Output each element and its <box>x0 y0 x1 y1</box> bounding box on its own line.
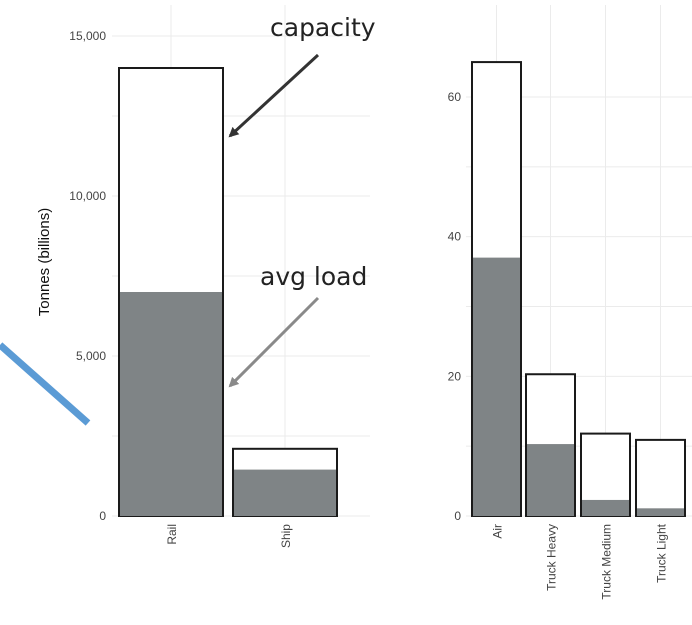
x-tick-label-rail: Rail <box>165 524 179 545</box>
left-y-tick-label: 5,000 <box>76 349 106 363</box>
left-y-tick-label: 15,000 <box>69 29 106 43</box>
right-y-tick-label: 60 <box>448 90 462 104</box>
right-y-tick-label: 0 <box>454 509 461 523</box>
avg-load-bar-truck-heavy <box>527 444 574 516</box>
accent-line <box>0 342 91 426</box>
x-tick-label-truck-light: Truck Light <box>655 523 669 583</box>
avg-load-bar-ship <box>234 469 336 516</box>
avg-load-bar-truck-medium <box>582 499 629 516</box>
right-panel-y-ticks: 0 20 40 60 <box>448 90 462 523</box>
avg-load-annotation: avg load <box>260 262 367 291</box>
left-panel-y-ticks: 0 5,000 10,000 15,000 <box>69 29 106 523</box>
right-panel-x-ticks: Air Truck Heavy Truck Medium Truck Light <box>491 523 669 599</box>
left-panel-bars <box>118 67 338 517</box>
avg-load-bar-air <box>473 257 520 516</box>
x-tick-label-air: Air <box>491 524 505 539</box>
x-tick-label-truck-heavy: Truck Heavy <box>545 524 559 591</box>
capacity-bar-truck-light <box>635 438 686 517</box>
x-tick-label-truck-medium: Truck Medium <box>600 524 614 600</box>
capacity-annotation: capacity <box>270 13 376 42</box>
left-y-tick-label: 10,000 <box>69 189 106 203</box>
left-y-tick-label: 0 <box>99 509 106 523</box>
x-tick-label-ship: Ship <box>279 524 293 548</box>
avg-load-bar-rail <box>120 292 222 516</box>
y-axis-label: Tonnes (billions) <box>36 208 53 316</box>
left-panel-x-ticks: Rail Ship <box>165 524 293 548</box>
right-y-tick-label: 40 <box>448 230 462 244</box>
capacity-arrow <box>228 53 320 138</box>
right-y-tick-label: 20 <box>448 369 462 383</box>
right-panel-bars <box>471 61 686 518</box>
avg-load-bar-truck-light <box>637 508 684 516</box>
avg-load-arrow <box>228 296 320 388</box>
